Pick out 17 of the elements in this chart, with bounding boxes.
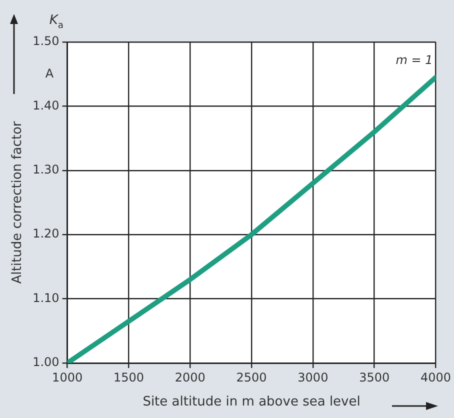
y-tick-label: 1.50 [32,34,60,48]
y-tick-label: 1.10 [32,290,60,305]
x-tick-label: 4000 [420,370,452,384]
x-tick-label: 2000 [174,370,206,384]
x-tick-label: 1000 [52,370,83,384]
x-axis-title: Site altitude in m above sea level [142,394,360,410]
x-tick-label: 1500 [113,370,144,384]
y-tick-label: 1.20 [32,226,60,241]
text: A [45,66,54,80]
x-tick-label: 3000 [298,370,328,384]
x-tick-label: 3500 [359,370,390,384]
y-tick-label: 1.00 [32,355,60,370]
y-tick-label: 1.30 [32,162,60,177]
x-tick-label: 2500 [236,370,267,384]
y-tick-label: 1.40 [32,98,60,112]
annotation: m = 1 [396,53,433,67]
y-axis-title: Altitude correction factor [10,120,26,284]
